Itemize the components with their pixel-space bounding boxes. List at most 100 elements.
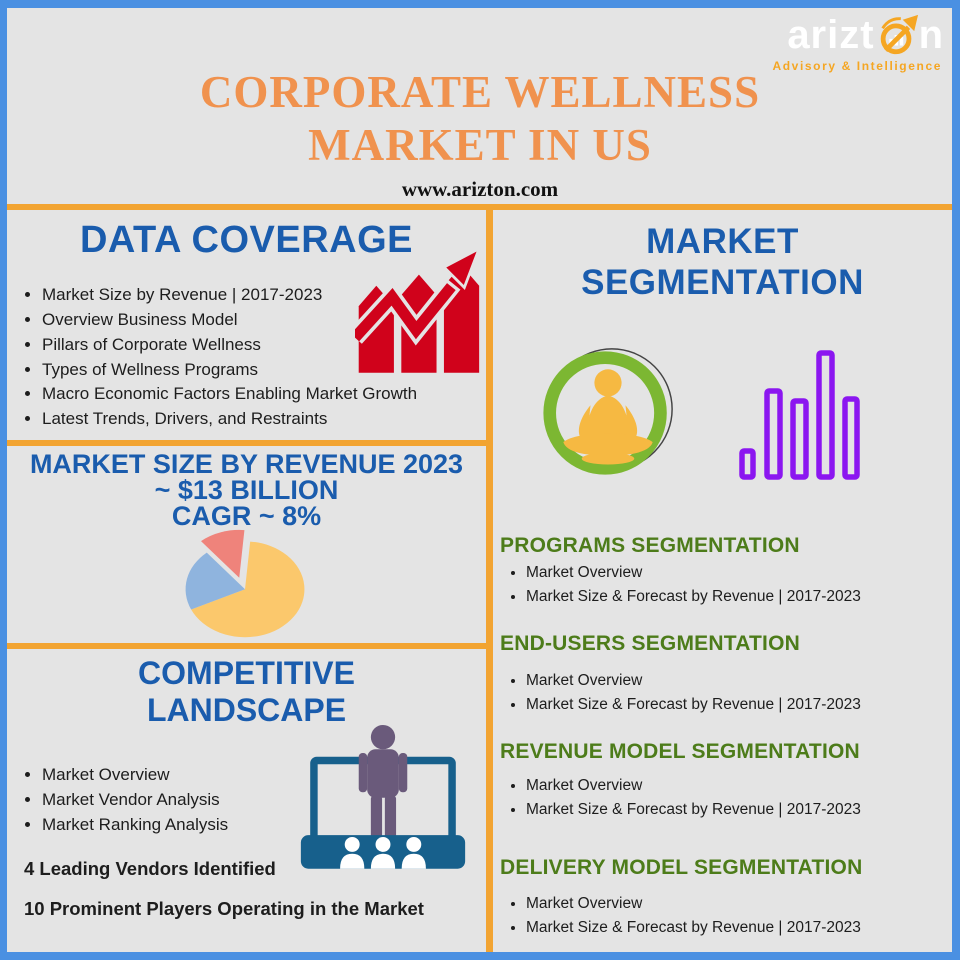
competitive-item: Market Ranking Analysis [42, 815, 322, 834]
presenter-torso [367, 749, 399, 798]
presenter-audience-icon [300, 725, 466, 869]
segmentation-title-line2: SEGMENTATION [581, 263, 864, 302]
bar-chart-bars [739, 350, 860, 480]
audience-people [340, 837, 426, 869]
meditating-head [594, 369, 622, 397]
segmentation-item: Market Size & Forecast by Revenue | 2017… [526, 801, 945, 818]
presenter-head [370, 725, 396, 750]
data-coverage-item: Types of Wellness Programs [42, 360, 502, 379]
programs-segmentation-list: Market Overview Market Size & Forecast b… [500, 565, 945, 604]
pie-slice-salmon [201, 529, 245, 578]
delivery-model-segmentation-title: DELIVERY MODEL SEGMENTATION [500, 856, 863, 879]
competitive-item: Market Vendor Analysis [42, 790, 322, 809]
website-url: www.arizton.com [401, 177, 559, 201]
meditation-green-ring [543, 351, 667, 475]
segmentation-item: Market Overview [526, 673, 945, 689]
programs-segmentation-section: PROGRAMS SEGMENTATION Market Overview Ma… [500, 534, 945, 612]
audience-head [344, 837, 360, 852]
segmentation-item: Market Size & Forecast by Revenue | 2017… [526, 919, 945, 936]
data-coverage-item: Latest Trends, Drivers, and Restraints [42, 410, 502, 428]
revenue-model-segmentation-list: Market Overview Market Size & Forecast b… [500, 778, 945, 817]
pie-slice-yellow [191, 541, 305, 638]
segmentation-item: Market Overview [526, 565, 945, 581]
end-users-segmentation-list: Market Overview Market Size & Forecast b… [500, 673, 945, 712]
growth-chart-icon [355, 246, 481, 373]
data-coverage-title: DATA COVERAGE [79, 219, 414, 261]
segmentation-item: Market Size & Forecast by Revenue | 2017… [526, 696, 945, 713]
arizton-logo-wordmark: arizt n [772, 12, 944, 58]
bar-1 [739, 448, 756, 480]
audience-body [340, 853, 365, 869]
logo-tagline: Advisory & Intelligence [772, 59, 942, 73]
competitive-title-line1: COMPETITIVE [138, 655, 355, 691]
delivery-model-segmentation-list: Market Overview Market Size & Forecast b… [500, 896, 945, 935]
prominent-players-highlight: 10 Prominent Players Operating in the Ma… [24, 898, 424, 919]
logo-ring [880, 23, 911, 55]
meditating-legs [563, 433, 653, 456]
audience-body [401, 853, 426, 869]
meditating-arm-left [578, 405, 591, 440]
meditating-person [563, 369, 653, 465]
divider-left-2 [7, 643, 486, 649]
competitive-title-line2: LANDSCAPE [146, 692, 347, 728]
data-coverage-list: Market Size by Revenue | 2017-2023 Overv… [18, 286, 502, 435]
competitive-item: Market Overview [42, 766, 322, 784]
logo-swoosh [881, 17, 901, 30]
segmentation-title-line1: MARKET [646, 222, 799, 261]
growth-line [355, 283, 456, 342]
logo-arrow-shaft [883, 25, 910, 52]
competitive-landscape-title: COMPETITIVE LANDSCAPE [7, 655, 486, 729]
competitive-list: Market Overview Market Vendor Analysis M… [18, 766, 322, 841]
meditating-arm-right [625, 405, 638, 440]
revenue-model-segmentation-section: REVENUE MODEL SEGMENTATION Market Overvi… [500, 740, 945, 825]
presenter-person [358, 725, 408, 852]
divider-header [7, 204, 952, 210]
logo-arrow-head [902, 14, 918, 32]
audience-head [375, 837, 391, 852]
leading-vendors-highlight: 4 Leading Vendors Identified [24, 858, 276, 879]
logo-arrow-circle-icon [880, 14, 918, 55]
arizton-logo: arizt n Advisory & Intelligence [772, 12, 944, 72]
delivery-model-segmentation-section: DELIVERY MODEL SEGMENTATION Market Overv… [500, 856, 945, 943]
meditating-cushion [581, 452, 635, 465]
bar-2 [764, 388, 783, 480]
page-title-line1: CORPORATE WELLNESS [199, 67, 761, 117]
logo-bar-3 [899, 36, 903, 46]
data-coverage-item: Overview Business Model [42, 310, 502, 329]
segmentation-item: Market Overview [526, 778, 945, 794]
page-title-line2: MARKET IN US [308, 120, 652, 171]
market-segmentation-title: MARKET SEGMENTATION [493, 221, 952, 303]
poster-background [7, 8, 952, 952]
logo-text-post: n [918, 13, 944, 57]
bar-3 [790, 398, 809, 480]
segmentation-item: Market Overview [526, 896, 945, 912]
presenter-arm-right [398, 753, 408, 793]
presenter-arm-left [358, 753, 368, 793]
bar-4 [816, 350, 835, 480]
audience-body [370, 853, 396, 869]
bar-5 [842, 396, 860, 480]
logo-text-pre: arizt [787, 13, 875, 57]
divider-left-1 [7, 440, 486, 446]
market-size-line3: CAGR ~ 8% [171, 501, 322, 531]
meditating-torso [585, 395, 631, 440]
data-coverage-item: Pillars of Corporate Wellness [42, 335, 502, 354]
market-size-title: MARKET SIZE BY REVENUE 2023 ~ $13 BILLIO… [7, 449, 486, 531]
pie-chart-icon [185, 529, 305, 638]
end-users-segmentation-section: END-USERS SEGMENTATION Market Overview M… [500, 632, 945, 720]
data-coverage-item: Market Size by Revenue | 2017-2023 [42, 286, 502, 304]
market-size-line1: MARKET SIZE BY REVENUE 2023 [29, 449, 464, 479]
page-title: CORPORATE WELLNESS MARKET IN US [0, 66, 960, 172]
programs-segmentation-title: PROGRAMS SEGMENTATION [500, 534, 800, 557]
divider-vertical [486, 210, 493, 952]
audience-head [406, 837, 422, 852]
growth-arrow-head [441, 246, 481, 291]
market-size-line2: ~ $13 BILLION [154, 475, 339, 505]
pie-slice-blue [185, 552, 245, 610]
data-coverage-item: Macro Economic Factors Enabling Market G… [42, 385, 502, 403]
revenue-model-segmentation-title: REVENUE MODEL SEGMENTATION [500, 740, 860, 763]
segmentation-item: Market Size & Forecast by Revenue | 2017… [526, 588, 945, 605]
end-users-segmentation-title: END-USERS SEGMENTATION [500, 632, 800, 655]
meditation-wellness-icon [543, 348, 673, 475]
